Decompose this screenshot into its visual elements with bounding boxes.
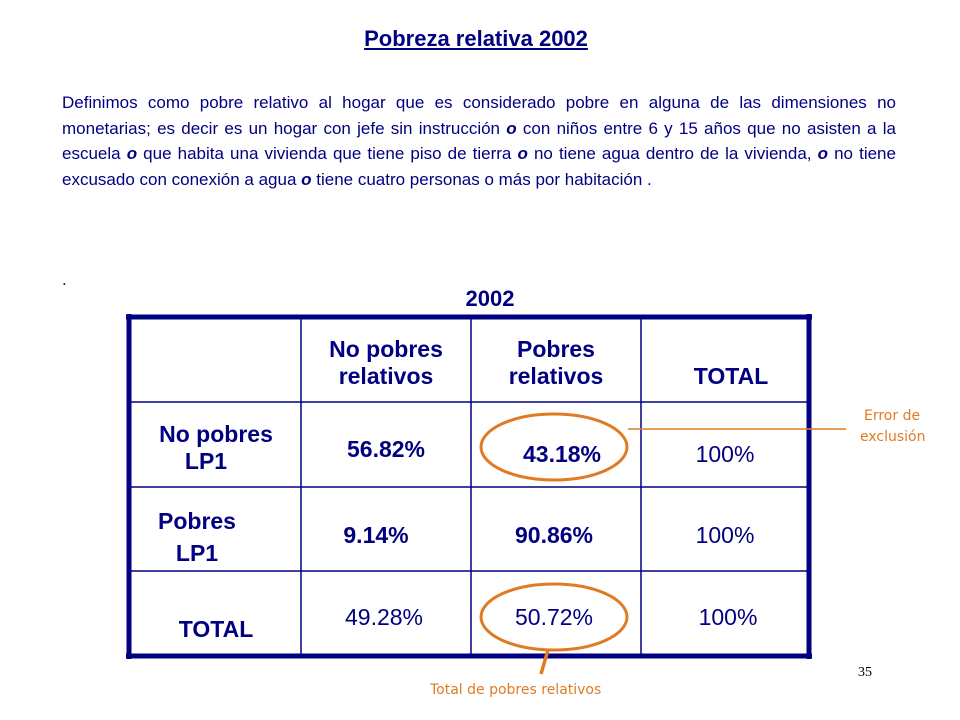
emphasis-o: o — [517, 144, 528, 163]
cell-pobres-lp1-total: 100% — [695, 522, 755, 548]
cell-total-pobres-relativos: 50.72% — [514, 604, 593, 630]
definition-paragraph: Definimos como pobre relativo al hogar q… — [62, 93, 896, 189]
emphasis-o: o — [817, 144, 829, 163]
cell-no-pobres-lp1-pobres-relativos: 43.18% — [522, 441, 601, 467]
header-no-pobres-relativos: No pobres relativos — [329, 336, 443, 389]
row-label-no-pobres-lp1: No pobres LP1 — [159, 421, 273, 474]
header-pobres-relativos: Pobres relativos — [508, 336, 604, 389]
cell-pobres-lp1-pobres-relativos: 90.86% — [514, 522, 593, 548]
cell-no-pobres-lp1-total: 100% — [695, 441, 755, 467]
table-year: 2002 — [465, 286, 515, 311]
cell-total-no-pobres-relativos: 49.28% — [344, 604, 423, 630]
page-title: Pobreza relativa 2002 — [364, 26, 588, 51]
page-number: 35 — [858, 665, 872, 680]
total-connector — [539, 649, 550, 675]
cell-total-total: 100% — [698, 604, 758, 630]
exclusion-error-note: Error de exclusión — [860, 408, 926, 445]
total-relative-poor-note: Total de pobres relativos — [430, 682, 602, 698]
cell-pobres-lp1-no-pobres-relativos: 9.14% — [343, 522, 409, 548]
cell-no-pobres-lp1-no-pobres-relativos: 56.82% — [346, 436, 425, 462]
emphasis-o: o — [126, 144, 138, 163]
row-label-total: TOTAL — [178, 616, 254, 642]
emphasis-o: o — [506, 118, 517, 138]
row-label-pobres-lp1: Pobres LP1 — [158, 508, 236, 566]
stray-dot: . — [62, 270, 67, 289]
emphasis-o: o — [301, 169, 312, 189]
header-total: TOTAL — [693, 363, 769, 389]
